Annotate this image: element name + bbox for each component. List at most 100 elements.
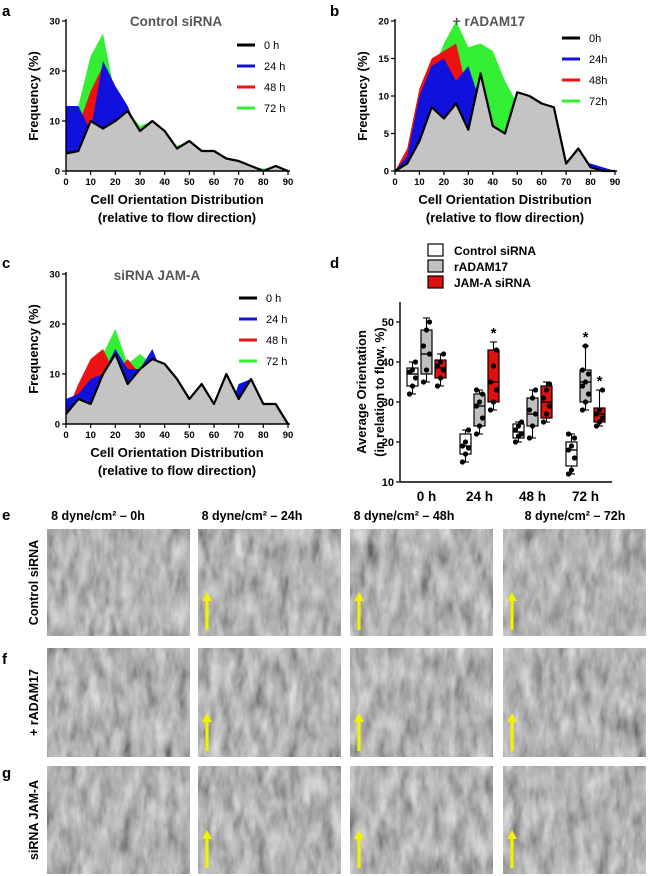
micrograph-image [350,766,493,874]
micrograph-image [503,529,646,636]
y-tick-label: 5 [384,129,390,140]
x-axis-label-line2: (relative to flow direction) [98,463,256,478]
data-point [473,387,480,393]
row-label-sirna-jam-a: siRNA JAM-A [27,780,41,860]
data-point [426,319,433,325]
data-point [487,407,494,413]
chart-title: Control siRNA [130,14,222,29]
box-control-sirna [565,441,578,467]
data-point [420,343,427,349]
y-axis-label: Average Orientation [354,330,369,454]
micrograph-grid: 8 dyne/cm² – 0h 8 dyne/cm² – 24h 8 dyne/cm… [27,509,646,874]
y-axis-label-line2: (in relation to flow, %) [373,327,387,456]
data-point [473,403,480,409]
data-point [462,439,469,445]
legend-label-24h: 24h [589,54,607,66]
data-point [585,391,592,397]
data-point [585,371,592,377]
flow-direction-arrow-head [354,830,364,839]
x-tick-label: 30 [463,177,474,188]
micrograph-texture [503,648,646,757]
y-tick-label: 10 [49,117,60,128]
legend-label-24-h: 24 h [264,61,285,73]
data-point [526,435,533,441]
y-tick-label: 30 [49,17,60,28]
x-tick-label: 50 [184,177,195,188]
panel-letter-f: f [2,651,8,668]
data-point [493,347,500,353]
x-tick-label: 60 [209,430,220,441]
data-point [465,445,472,451]
flow-direction-arrow-head [507,713,517,722]
data-point [490,363,497,369]
y-axis-label: Frequency (%) [355,51,370,141]
data-point [462,451,469,457]
micrograph-texture [198,766,341,874]
data-point [440,367,447,373]
data-point [476,423,483,429]
data-point [565,471,572,477]
x-category-label: 48 h [519,489,546,504]
panel-letter-g: g [2,765,11,782]
x-tick-label: 70 [233,430,244,441]
micrograph-image [47,766,190,874]
data-point [540,419,547,425]
micrograph-texture [198,648,341,757]
y-tick-label: 40 [382,357,394,369]
legend-label-72-h: 72 h [266,356,287,368]
micrograph-image [198,529,341,636]
data-point [543,387,550,393]
x-axis-label-line2: (relative to flow direction) [98,210,256,225]
data-point [518,419,525,425]
micrograph-texture [350,648,493,757]
chart-d-average-orientation-boxplot: Control siRNA rADAM17 JAM-A siRNA 10 20 30 40 5… [354,243,612,504]
data-point [476,399,483,405]
data-point [568,443,575,449]
data-point [571,435,578,441]
x-axis-label: Cell Orientation Distribution [90,192,263,207]
data-point [490,399,497,405]
data-point [437,375,444,381]
legend-label-72-h: 72 h [264,103,285,115]
data-point [512,427,519,433]
y-tick-label: 30 [382,397,394,409]
data-point [465,427,472,433]
x-tick-label: 70 [233,177,244,188]
x-tick-label: 40 [159,177,170,188]
y-tick-label: 20 [49,320,60,331]
x-tick-label: 90 [283,430,294,441]
series-0h-line [394,72,615,173]
series-0-h-line [65,109,289,173]
x-tick-label: 10 [85,177,96,188]
data-point [593,423,600,429]
y-tick-label: 20 [378,17,389,28]
data-point [532,411,539,417]
data-point [546,403,553,409]
x-tick-label: 0 [392,177,397,188]
data-point [459,443,466,449]
significance-star: * [491,325,497,342]
series-0-h-line [65,352,289,425]
x-tick-label: 80 [258,430,269,441]
series-0-h-area [66,111,288,171]
x-tick-label: 30 [135,430,146,441]
chart-b-radam17: 0 10 20 30 40 50 60 70 80 90 0 5 10 15 20 + rADAM17 Cell… [355,14,620,225]
micrograph-texture [47,766,190,874]
row-label-radam17: + rADAM17 [27,669,41,736]
micrograph-texture [47,529,190,636]
flow-direction-arrow-head [354,713,364,722]
panel-letter-e: e [2,507,10,524]
column-header-4: 8 dyne/cm² – 72h [525,509,626,523]
y-axis-label: Frequency (%) [26,304,41,394]
micrograph-image [503,766,646,874]
data-point [512,439,519,445]
micrograph-texture [350,766,493,874]
x-tick-label: 0 [63,430,68,441]
x-category-label: 0 h [417,489,437,504]
x-tick-label: 90 [610,177,621,188]
data-point [434,383,441,389]
x-tick-label: 20 [110,177,121,188]
data-point [582,379,589,385]
micrograph-image [198,766,341,874]
